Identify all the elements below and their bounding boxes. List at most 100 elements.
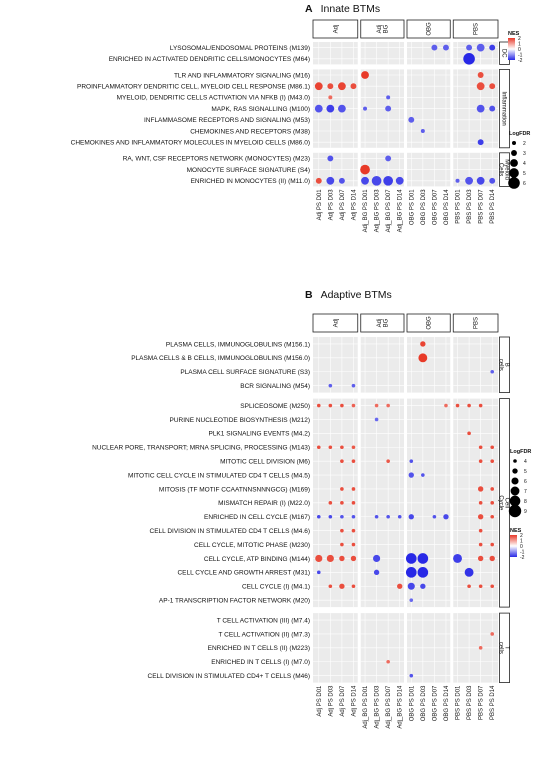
data-point [361, 176, 369, 185]
column-tick-label: PBS PS D14 [490, 685, 496, 720]
column-tick-label: OBG PS D07 [432, 189, 438, 225]
row-label: PURINE NUCLEOTIDE BIOSYNTHESIS (M212) [170, 417, 311, 424]
data-point [490, 632, 495, 636]
data-point [316, 570, 321, 575]
row-label: MYELOID, DENDRITIC CELLS ACTIVATION VIA … [117, 95, 310, 102]
data-point [360, 164, 370, 175]
data-point [386, 95, 391, 100]
column-group-label: AdjBG [377, 24, 390, 33]
row-label: T CELL ACTIVATION (II) (M7.3) [219, 631, 311, 638]
row-label: PLK1 SIGNALING EVENTS (M4.2) [208, 431, 310, 438]
data-point [351, 445, 356, 450]
size-legend-label: 3 [523, 151, 526, 157]
data-point [340, 542, 344, 547]
data-point [409, 459, 414, 463]
panel-title: A Innate BTMs [305, 3, 380, 15]
data-point [420, 583, 426, 589]
size-legend-label: 9 [524, 509, 527, 515]
size-legend-label: 5 [523, 171, 526, 177]
row-group-label: MyeloidCells [497, 159, 509, 180]
panel-letter: B [305, 289, 313, 301]
size-legend-dot [512, 468, 518, 474]
data-point [477, 486, 484, 492]
size-legend-dot [509, 495, 521, 507]
row-group-label: Tcells [497, 642, 509, 654]
size-legend-dot [511, 477, 519, 485]
data-point [466, 44, 473, 51]
facet-background [360, 337, 404, 393]
column-tick-label: PBS PS D07 [479, 685, 485, 720]
row-label: PLASMA CELL SURFACE SIGNATURE (S3) [180, 369, 310, 376]
data-point [490, 459, 495, 463]
nes-legend-tick: 0 [520, 544, 523, 550]
row-group-label: Bcells [497, 359, 509, 371]
data-point [490, 542, 495, 547]
column-tick-label: PBS PS D07 [479, 189, 485, 224]
size-legend-dot [510, 159, 518, 167]
column-group-header [312, 19, 359, 39]
data-point [328, 445, 333, 450]
data-point [363, 106, 368, 111]
size-legend-label: 2 [523, 141, 526, 147]
data-point [338, 82, 346, 91]
data-point [476, 82, 485, 91]
column-tick-label: OBG PS D01 [409, 189, 415, 225]
data-point [463, 53, 475, 65]
data-point [374, 417, 379, 422]
data-point [477, 139, 484, 146]
data-point [453, 554, 462, 563]
row-group-strip [499, 69, 510, 149]
column-tick-label: OBG PS D01 [409, 685, 415, 721]
data-point [489, 177, 496, 184]
column-tick-label: Adj PS D01 [317, 189, 323, 221]
data-point [444, 403, 448, 408]
size-legend-dot [508, 504, 522, 518]
column-tick-label: PBS PS D03 [467, 685, 473, 720]
data-point [490, 514, 495, 519]
data-point [328, 403, 333, 408]
data-point [351, 403, 356, 408]
column-tick-label: PBS PS D01 [456, 189, 462, 224]
data-point [478, 459, 483, 463]
column-group-header [360, 19, 405, 39]
data-point [328, 95, 333, 100]
panel-title-text: Innate BTMs [321, 3, 381, 15]
column-group-header [406, 19, 451, 39]
row-label: CELL CYCLE, ATP BINDING (M144) [204, 556, 310, 563]
data-point [328, 501, 333, 505]
data-point [326, 104, 335, 113]
column-group-label: PBS [474, 23, 480, 35]
row-label: CELL DIVISION IN STIMULATED CD4 T CELLS … [150, 528, 311, 535]
row-label: CELL CYCLE (I) (M4.1) [242, 584, 310, 591]
data-point [478, 542, 483, 547]
row-label: LYSOSOMAL/ENDOSOMAL PROTEINS (M139) [170, 45, 310, 52]
facet-background [313, 42, 358, 65]
data-point [351, 383, 356, 388]
column-tick-label: Adj_BG PS D14 [398, 685, 404, 729]
column-tick-label: Adj_BG PS D01 [363, 685, 369, 729]
panel-a: A Innate BTMs Adj AdjBG OBG PBS LYSOSOMAL/ENDO… [71, 3, 531, 232]
data-point [383, 175, 394, 186]
row-label: AP-1 TRANSCRIPTION FACTOR NETWORK (M20) [159, 597, 310, 604]
data-point [443, 44, 449, 51]
facet-background [453, 337, 498, 393]
row-group-strip [499, 152, 510, 187]
data-point [464, 567, 474, 577]
data-point [326, 176, 335, 185]
facet-background [313, 337, 358, 393]
data-point [340, 501, 344, 505]
column-group-label: AdjBG [377, 318, 390, 327]
row-group-strip [499, 336, 510, 393]
data-point [490, 501, 495, 505]
row-label: MITOSIS (TF MOTIF CCAATNNSNNNGCG) (M169) [159, 486, 310, 493]
column-group-label: Adj [333, 25, 339, 34]
data-point [417, 567, 429, 578]
data-point [315, 177, 322, 184]
size-legend-dot [512, 141, 516, 145]
data-point [397, 583, 403, 589]
data-point [417, 553, 429, 564]
column-group-header [312, 313, 359, 333]
nes-legend-tick: -2 [520, 555, 525, 561]
data-point [476, 176, 485, 185]
